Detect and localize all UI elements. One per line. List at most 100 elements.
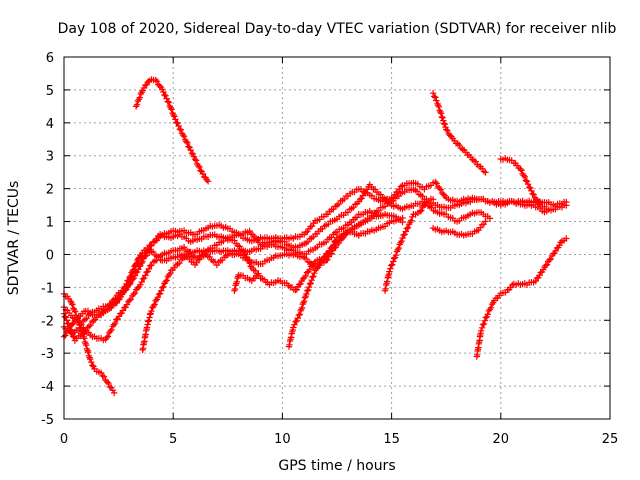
y-tick-label: -4 bbox=[41, 380, 54, 395]
data-point bbox=[105, 379, 112, 387]
data-point bbox=[408, 217, 415, 224]
data-point bbox=[162, 278, 169, 285]
data-point bbox=[479, 321, 487, 328]
data-point bbox=[243, 253, 250, 261]
data-point bbox=[62, 332, 69, 339]
data-point bbox=[125, 281, 133, 289]
data-point bbox=[397, 183, 405, 190]
data-point bbox=[64, 320, 71, 327]
data-point bbox=[294, 314, 301, 322]
data-series bbox=[60, 76, 570, 397]
data-point bbox=[123, 301, 131, 308]
data-point bbox=[82, 327, 89, 335]
data-point bbox=[163, 277, 170, 284]
data-point bbox=[147, 242, 154, 250]
x-axis-label: GPS time / hours bbox=[278, 458, 395, 474]
data-point bbox=[403, 225, 411, 232]
y-tick-label: 5 bbox=[46, 84, 54, 99]
data-point bbox=[480, 320, 488, 327]
data-point bbox=[434, 100, 441, 107]
data-point bbox=[330, 242, 338, 249]
data-point bbox=[88, 358, 95, 366]
data-point bbox=[543, 261, 551, 268]
data-point bbox=[138, 260, 145, 267]
data-point bbox=[139, 258, 146, 265]
data-point bbox=[395, 244, 402, 252]
data-point bbox=[440, 191, 447, 198]
data-point bbox=[90, 317, 97, 324]
data-point bbox=[301, 294, 309, 301]
data-point bbox=[152, 297, 159, 305]
data-point bbox=[437, 186, 444, 193]
data-point bbox=[401, 231, 408, 238]
data-point bbox=[563, 198, 570, 206]
data-point bbox=[69, 330, 76, 337]
data-point bbox=[175, 122, 182, 130]
plot-frame bbox=[63, 56, 611, 420]
data-point bbox=[185, 143, 192, 150]
data-point bbox=[87, 355, 94, 363]
data-point bbox=[526, 184, 533, 191]
x-tick-label: 20 bbox=[493, 432, 510, 447]
x-tick-label: 25 bbox=[602, 432, 619, 447]
data-point bbox=[390, 255, 398, 262]
data-point bbox=[478, 324, 486, 331]
data-point bbox=[148, 307, 155, 315]
data-point bbox=[440, 120, 448, 127]
data-point bbox=[530, 191, 537, 198]
data-point bbox=[163, 95, 170, 102]
data-point bbox=[399, 214, 406, 222]
series-arc-9 bbox=[285, 214, 406, 350]
data-point bbox=[534, 197, 541, 204]
data-point bbox=[68, 327, 75, 334]
data-point bbox=[138, 278, 145, 286]
data-point bbox=[141, 253, 148, 260]
y-axis-label: SDTVAR / TECUs bbox=[6, 181, 22, 296]
data-point bbox=[310, 273, 317, 280]
data-point bbox=[136, 94, 143, 101]
data-point bbox=[203, 176, 210, 184]
data-point bbox=[436, 185, 443, 192]
data-point bbox=[63, 317, 70, 324]
data-point bbox=[402, 228, 409, 235]
data-point bbox=[304, 228, 311, 235]
data-point bbox=[436, 107, 443, 114]
data-point bbox=[556, 242, 563, 249]
data-point bbox=[532, 277, 539, 285]
data-point bbox=[85, 348, 92, 356]
data-point bbox=[536, 272, 543, 279]
data-point bbox=[437, 108, 444, 116]
data-point bbox=[290, 324, 297, 331]
y-tick-label: 1 bbox=[46, 216, 54, 231]
data-point bbox=[145, 318, 152, 325]
data-point bbox=[306, 280, 314, 288]
data-point bbox=[171, 113, 178, 120]
series-arc-10 bbox=[381, 195, 437, 294]
data-point bbox=[404, 224, 412, 231]
data-point bbox=[164, 98, 171, 105]
data-point bbox=[443, 126, 450, 133]
data-point bbox=[126, 297, 133, 304]
data-point bbox=[162, 92, 169, 99]
data-point bbox=[298, 306, 305, 313]
data-point bbox=[295, 312, 302, 319]
data-point bbox=[543, 205, 550, 213]
data-point bbox=[299, 301, 306, 308]
data-point bbox=[160, 88, 167, 96]
data-point bbox=[156, 82, 163, 90]
data-point bbox=[429, 196, 437, 203]
tick-labels: 0 5 10 15 20 25 -5 -4 -3 -2 -1 0 1 2 3 4 5 6 bbox=[41, 51, 618, 447]
data-point bbox=[533, 196, 540, 203]
data-point bbox=[297, 307, 304, 314]
data-point bbox=[156, 290, 164, 297]
data-point bbox=[155, 291, 163, 298]
data-point bbox=[152, 76, 159, 84]
data-point bbox=[361, 189, 368, 197]
y-tick-label: -3 bbox=[41, 347, 54, 362]
data-point bbox=[81, 335, 88, 342]
data-point bbox=[547, 255, 554, 263]
data-point bbox=[110, 321, 118, 328]
data-point bbox=[143, 269, 150, 276]
data-point bbox=[144, 247, 152, 254]
grid-lines bbox=[64, 57, 610, 419]
